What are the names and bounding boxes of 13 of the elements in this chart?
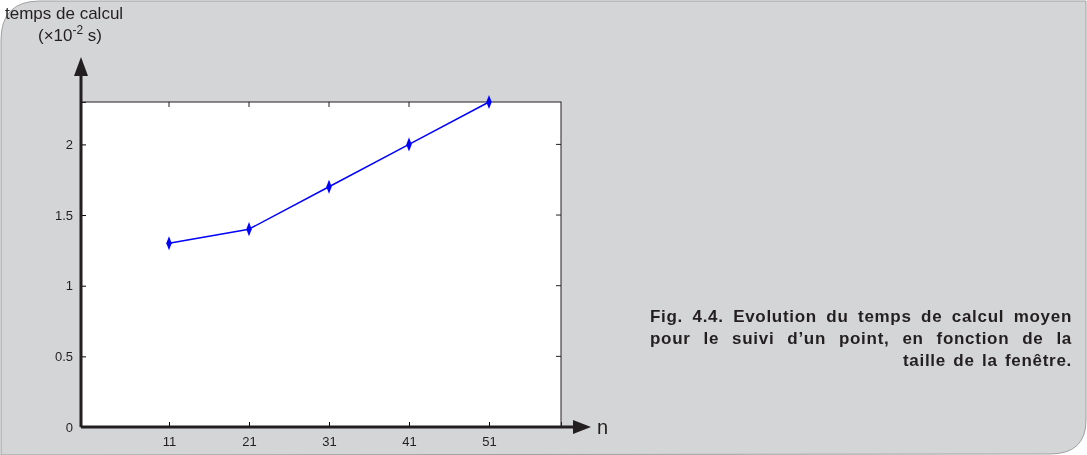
x-tick-label: 41 bbox=[402, 434, 417, 450]
y-tick-label: 1 bbox=[65, 278, 73, 294]
x-tick-label: 11 bbox=[162, 434, 177, 450]
x-tick-label: 51 bbox=[482, 434, 497, 450]
x-tick-label: 31 bbox=[322, 434, 337, 450]
x-tick-label: 21 bbox=[242, 434, 257, 450]
x-axis-title: n bbox=[597, 416, 609, 438]
y-tick-label: 1.5 bbox=[54, 207, 73, 223]
y-tick-label: 2 bbox=[65, 137, 73, 153]
y-tick-label: 0 bbox=[65, 419, 73, 435]
y-axis-title: temps de calcul (×10$^{-2}$ s) bbox=[5, 4, 124, 45]
caption: Fig. 4.4. Evolution du temps de calcul moyen pour le suivi d’un point, en fonction de la taille de la fenêtre. bbox=[650, 306, 1072, 372]
y-tick-label: 0.5 bbox=[54, 349, 73, 365]
